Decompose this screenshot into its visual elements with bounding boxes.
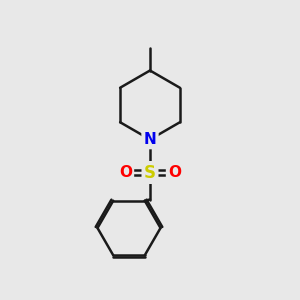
Text: O: O bbox=[119, 165, 132, 180]
Text: O: O bbox=[168, 165, 181, 180]
Text: S: S bbox=[144, 164, 156, 181]
Text: N: N bbox=[144, 132, 156, 147]
